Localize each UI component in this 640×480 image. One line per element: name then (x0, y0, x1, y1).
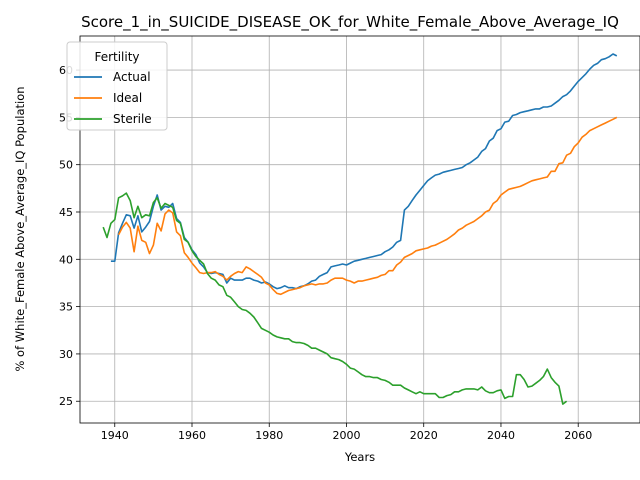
x-tick-label: 2040 (487, 429, 515, 442)
y-tick-label: 50 (59, 159, 73, 172)
x-tick-label: 2000 (332, 429, 360, 442)
y-tick-label: 45 (59, 206, 73, 219)
x-tick-label: 1940 (101, 429, 129, 442)
legend-title: Fertility (94, 50, 139, 64)
chart-title: Score_1_in_SUICIDE_DISEASE_OK_for_White_… (81, 13, 619, 32)
legend-label-sterile: Sterile (113, 112, 152, 126)
plot-frame (79, 35, 640, 424)
x-tick-label: 1960 (178, 429, 206, 442)
legend: Fertility Actual Ideal Sterile (66, 41, 168, 131)
series-lines (102, 53, 618, 405)
series-line-actual (110, 53, 618, 290)
legend-label-actual: Actual (113, 70, 151, 84)
x-tick-label: 2060 (564, 429, 592, 442)
y-axis-label: % of White_Female Above_Average_IQ Popul… (13, 86, 27, 371)
x-tick-label: 1980 (255, 429, 283, 442)
y-tick-label: 40 (59, 253, 73, 266)
y-tick-label: 30 (59, 348, 73, 361)
y-tick-label: 25 (59, 395, 73, 408)
x-axis-label: Years (344, 450, 375, 464)
x-tick-label: 2020 (410, 429, 438, 442)
legend-label-ideal: Ideal (113, 91, 142, 105)
series-line-sterile (102, 192, 568, 405)
legend-box (66, 41, 168, 131)
y-tick-label: 35 (59, 301, 73, 314)
x-axis-ticks: 1940 1960 1980 2000 2020 2040 2060 (101, 423, 592, 442)
series-line-ideal (117, 116, 618, 296)
